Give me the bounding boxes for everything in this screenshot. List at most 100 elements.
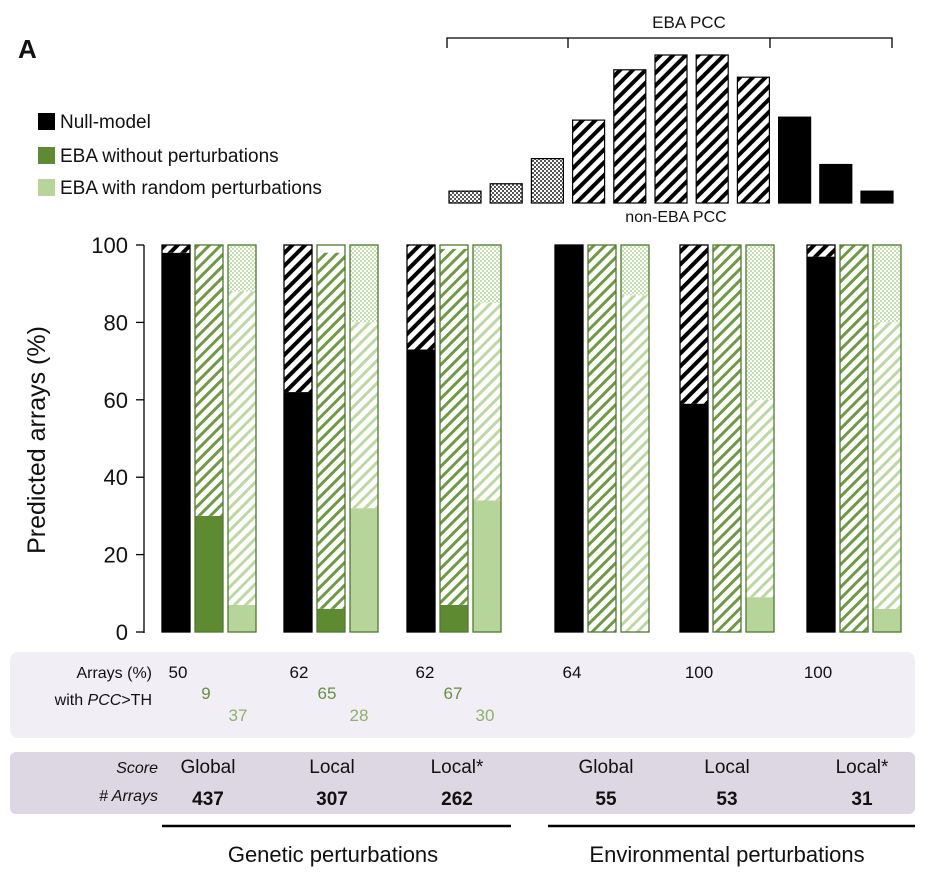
arrays-count-6: 31 bbox=[851, 789, 873, 810]
bar-eba-random-g3-light bbox=[473, 245, 501, 304]
inset-bar-3 bbox=[530, 158, 565, 204]
legend-swatch-null-model bbox=[38, 113, 55, 130]
bar-eba-random-g5-light bbox=[746, 245, 774, 400]
bar-eba-without-g5-hatched bbox=[713, 245, 741, 632]
inset-bottom-label: non-EBA PCC bbox=[625, 209, 726, 226]
bar-eba-random-g2-light bbox=[350, 245, 378, 323]
bar-eba-random-g5-solid bbox=[746, 597, 774, 632]
score-type-6: Local* bbox=[836, 757, 889, 778]
bar-outline-null-model-g1 bbox=[161, 244, 191, 633]
arrays-row-label: # Arrays bbox=[99, 788, 158, 805]
bar-null-model-g1-solid bbox=[162, 252, 190, 633]
pcc-arrays-5: 100 bbox=[685, 663, 713, 682]
bars-layer bbox=[161, 244, 902, 633]
y-tick-label-80: 80 bbox=[104, 310, 128, 335]
pcc-eba-without-1: 9 bbox=[201, 684, 210, 703]
score-type-5: Local bbox=[704, 757, 749, 778]
bar-outline-eba-without-g6 bbox=[839, 244, 869, 633]
pcc-arrays-4: 64 bbox=[563, 663, 582, 682]
bar-null-model-g6-hatched bbox=[807, 245, 835, 257]
bar-outline-null-model-g6 bbox=[806, 244, 836, 633]
inset-bar-4 bbox=[571, 119, 606, 204]
bar-outline-eba-random-g2 bbox=[349, 244, 379, 633]
bar-outline-eba-without-g2 bbox=[316, 244, 346, 633]
inset-bar-2 bbox=[489, 183, 523, 204]
arrays-count-2: 307 bbox=[316, 789, 348, 810]
bar-eba-random-g4-hatched bbox=[621, 295, 649, 632]
bar-null-model-g4-solid bbox=[555, 245, 583, 632]
category-environmental: Environmental perturbations bbox=[589, 842, 864, 867]
pcc-row-label-2: with PCC>TH bbox=[54, 692, 152, 709]
bar-eba-random-g6-solid bbox=[873, 608, 901, 632]
bar-eba-random-g4-light bbox=[621, 245, 649, 296]
bar-eba-without-g3-solid bbox=[440, 604, 468, 632]
bar-null-model-g5-hatched bbox=[680, 245, 708, 404]
pcc-row-label-1: Arrays (%) bbox=[76, 665, 152, 682]
pcc-arrays-1: 50 bbox=[169, 663, 188, 682]
bar-outline-eba-without-g4 bbox=[587, 244, 617, 633]
pcc-arrays-6: 100 bbox=[804, 663, 832, 682]
bar-outline-null-model-g4 bbox=[554, 244, 584, 633]
pcc-values: 50 9 37 62 65 28 62 67 30 64 100 100 bbox=[169, 663, 833, 725]
legend-label-null-model: Null-model bbox=[60, 112, 151, 133]
inset-bar-10 bbox=[819, 163, 853, 204]
bar-eba-without-g2-hatched bbox=[317, 252, 345, 609]
inset-bar-1 bbox=[448, 190, 482, 204]
bar-null-model-g2-solid bbox=[284, 392, 312, 632]
pcc-eba-random-2: 28 bbox=[350, 706, 369, 725]
inset-bar-7 bbox=[695, 54, 729, 204]
score-type-3: Local* bbox=[431, 757, 484, 778]
bar-outline-eba-random-g3 bbox=[472, 244, 502, 633]
bar-eba-without-g6-hatched bbox=[840, 245, 868, 632]
arrays-count-4: 55 bbox=[595, 789, 617, 810]
bar-outline-eba-without-g3 bbox=[439, 244, 469, 633]
pcc-table-band bbox=[10, 652, 915, 738]
inset-bar-8 bbox=[736, 76, 771, 204]
score-type-1: Global bbox=[181, 757, 236, 778]
score-table-band bbox=[10, 752, 915, 814]
bar-eba-random-g2-solid bbox=[350, 508, 378, 632]
bar-outline-eba-random-g6 bbox=[872, 244, 902, 633]
y-tick-label-100: 100 bbox=[91, 233, 128, 258]
score-type-2: Local bbox=[309, 757, 354, 778]
bar-eba-random-g5-hatched bbox=[746, 399, 774, 598]
inset-histogram: EBA PCC non-EBA PCC bbox=[446, 13, 894, 226]
inset-bar-5 bbox=[613, 69, 647, 204]
arrays-count-1: 437 bbox=[192, 789, 224, 810]
legend: Null-model EBA without perturbations EBA… bbox=[38, 112, 322, 199]
bar-eba-random-g6-hatched bbox=[873, 322, 901, 609]
inset-bracket bbox=[446, 37, 893, 48]
bar-null-model-g2-hatched bbox=[284, 245, 312, 393]
bar-eba-without-g1-hatched bbox=[195, 245, 223, 516]
bar-eba-random-g3-hatched bbox=[473, 303, 501, 501]
bar-null-model-g1-hatched bbox=[162, 245, 190, 253]
legend-swatch-eba-random bbox=[38, 179, 55, 196]
legend-label-eba-random: EBA with random perturbations bbox=[60, 178, 322, 199]
pcc-eba-random-1: 37 bbox=[229, 706, 248, 725]
legend-swatch-eba-without bbox=[38, 147, 55, 164]
y-tick-label-20: 20 bbox=[104, 543, 128, 568]
bar-eba-without-g3-hatched bbox=[440, 248, 468, 605]
bar-null-model-g6-solid bbox=[807, 256, 835, 632]
bar-null-model-g5-solid bbox=[680, 403, 708, 632]
y-axis: Predicted arrays (%) 0 20 40 60 80 100 bbox=[23, 233, 145, 645]
arrays-count-3: 262 bbox=[441, 789, 473, 810]
bar-eba-random-g1-light bbox=[228, 245, 256, 292]
bar-eba-random-g1-solid bbox=[228, 604, 256, 632]
pcc-eba-without-2: 65 bbox=[318, 684, 337, 703]
category-genetic: Genetic perturbations bbox=[228, 842, 438, 867]
inset-bar-11 bbox=[860, 190, 894, 204]
bar-eba-without-g4-hatched bbox=[588, 245, 616, 632]
arrays-count-5: 53 bbox=[716, 789, 737, 810]
bar-eba-without-g1-solid bbox=[195, 515, 223, 632]
bar-eba-random-g6-light bbox=[873, 245, 901, 323]
bar-outline-eba-random-g5 bbox=[745, 244, 775, 633]
score-row-label: Score bbox=[116, 760, 158, 777]
bar-null-model-g3-hatched bbox=[407, 245, 435, 350]
pcc-eba-without-3: 67 bbox=[444, 684, 463, 703]
y-tick-label-40: 40 bbox=[104, 465, 128, 490]
bar-eba-random-g3-solid bbox=[473, 500, 501, 632]
bar-outline-null-model-g2 bbox=[283, 244, 313, 633]
bar-outline-eba-without-g1 bbox=[194, 244, 224, 633]
